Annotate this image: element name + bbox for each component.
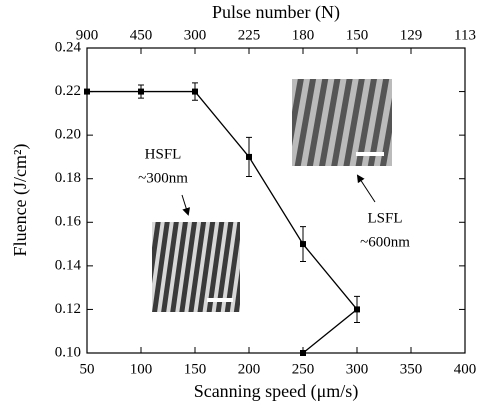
marker	[138, 88, 144, 95]
x2-tick-label: 113	[454, 27, 476, 43]
y-axis-label: Fluence (J/cm²)	[10, 144, 31, 257]
annotation: HSFL	[145, 146, 182, 162]
annotation: ~300nm	[138, 170, 188, 186]
y-tick-label: 0.18	[55, 170, 81, 186]
y-tick-label: 0.22	[55, 83, 81, 99]
annotation: LSFL	[367, 210, 402, 226]
x-tick-label: 100	[130, 361, 153, 377]
x-tick-label: 50	[80, 361, 95, 377]
x2-tick-label: 300	[184, 27, 207, 43]
y-tick-label: 0.12	[55, 301, 81, 317]
marker	[354, 306, 360, 313]
x-tick-label: 250	[292, 361, 315, 377]
y-tick-label: 0.14	[55, 257, 82, 273]
inset-hsfl	[152, 222, 240, 312]
arrow	[356, 174, 376, 203]
x-tick-label: 300	[346, 361, 369, 377]
x2-tick-label: 225	[238, 27, 261, 43]
x2-tick-label: 900	[76, 27, 99, 43]
x-tick-label: 400	[454, 361, 477, 377]
arrow	[181, 194, 191, 216]
y-tick-label: 0.16	[55, 214, 82, 230]
marker	[300, 241, 306, 248]
annotation: ~600nm	[360, 234, 410, 250]
y-tick-label: 0.20	[55, 127, 81, 143]
x-axis-label: Scanning speed (μm/s)	[194, 381, 359, 402]
inset-lsfl	[292, 79, 392, 166]
x2-tick-label: 450	[130, 27, 153, 43]
y-tick-label: 0.24	[55, 39, 82, 55]
y-tick-label: 0.10	[55, 344, 81, 360]
x2-tick-label: 180	[292, 27, 315, 43]
x2-tick-label: 129	[400, 27, 423, 43]
x2-tick-label: 150	[346, 27, 369, 43]
marker	[192, 88, 198, 95]
x2-axis-label: Pulse number (N)	[212, 2, 340, 23]
x-tick-label: 200	[238, 361, 261, 377]
x-tick-label: 150	[184, 361, 207, 377]
plot-frame	[86, 47, 466, 354]
x-tick-label: 350	[400, 361, 423, 377]
marker	[246, 153, 252, 160]
marker	[84, 88, 90, 95]
marker	[300, 350, 306, 356]
